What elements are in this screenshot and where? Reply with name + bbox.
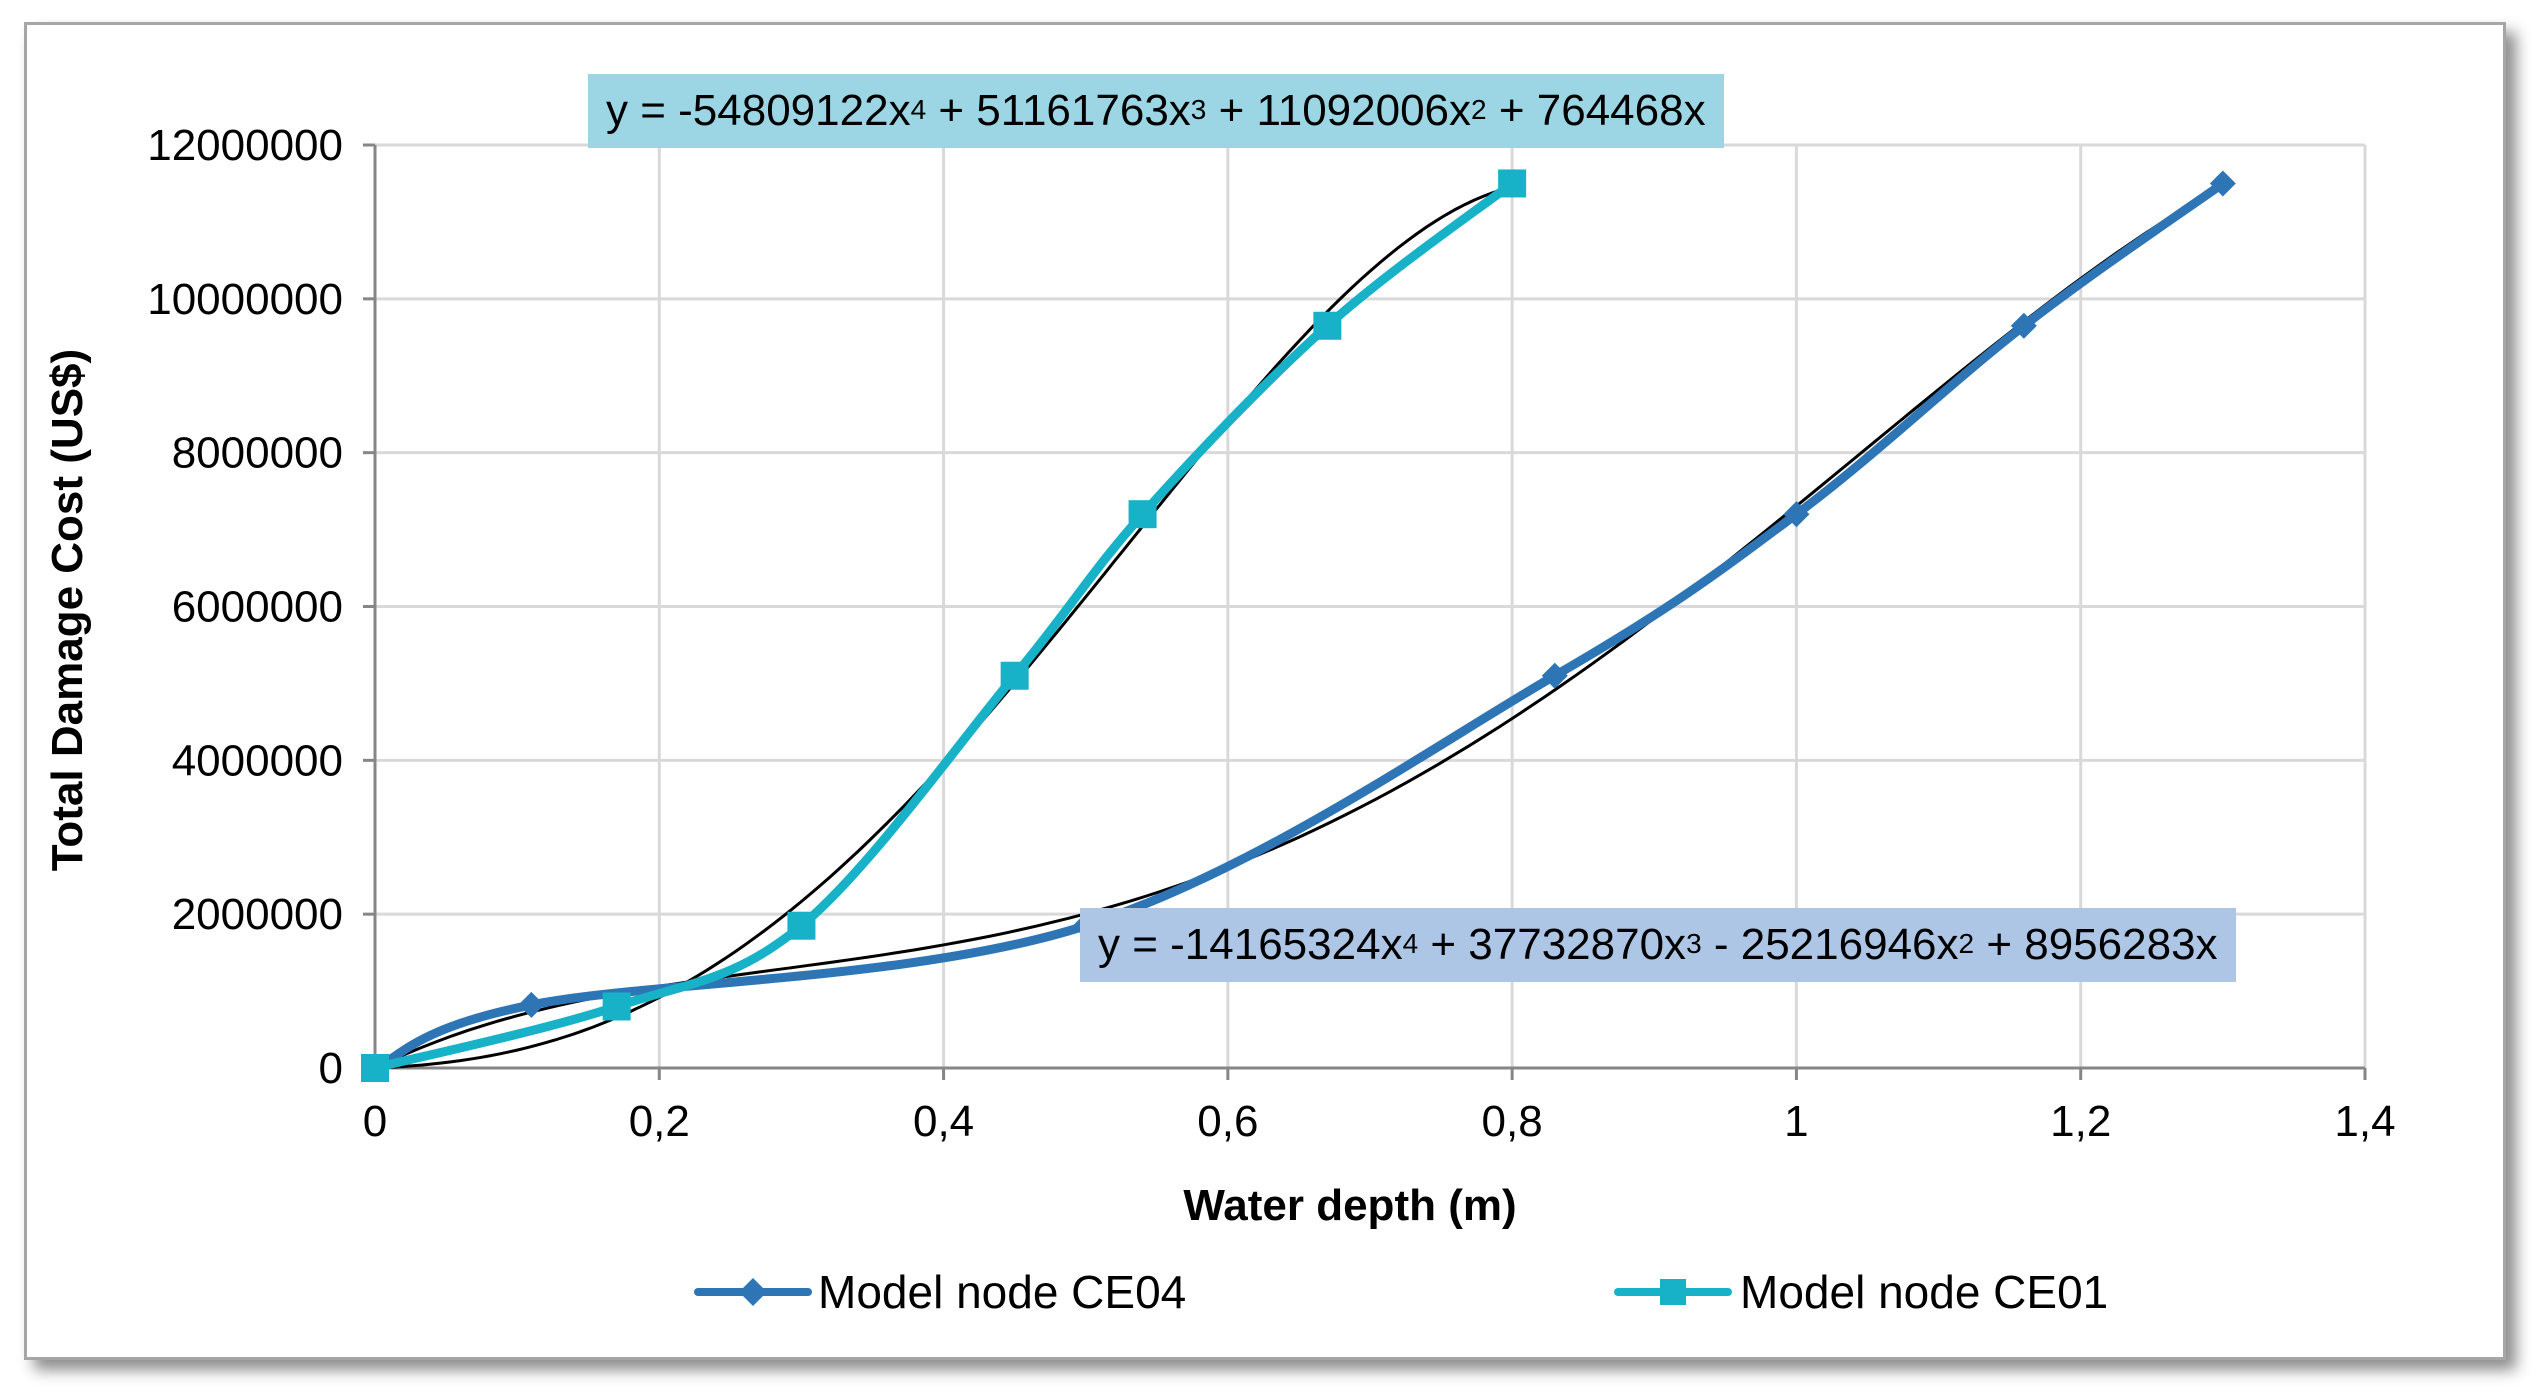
- data-point-model-node-ce04: [1541, 662, 1568, 689]
- data-point-model-node-ce01: [787, 911, 816, 940]
- data-point-model-node-ce01: [1128, 500, 1157, 529]
- x-tick-label: 0,6: [1197, 1097, 1258, 1146]
- legend-item-ce04: Model node CE04: [694, 1266, 1186, 1318]
- data-point-model-node-ce04: [2010, 312, 2037, 339]
- data-point-model-node-ce04: [518, 991, 545, 1018]
- legend: Model node CE04 Model node CE01: [694, 1266, 2108, 1318]
- legend-label-ce01: Model node CE01: [1740, 1266, 2108, 1318]
- y-tick-label: 12000000: [147, 121, 343, 170]
- x-tick-label: 0: [363, 1097, 387, 1146]
- legend-marker-ce04: [739, 1278, 767, 1306]
- data-point-model-node-ce01: [1498, 169, 1527, 198]
- y-axis-title: Total Damage Cost (US$): [43, 349, 92, 871]
- x-tick-label: 1,4: [2334, 1097, 2395, 1146]
- legend-label-ce04: Model node CE04: [818, 1266, 1186, 1318]
- y-tick-label: 6000000: [172, 583, 343, 632]
- x-tick-label: 1,2: [2050, 1097, 2111, 1146]
- y-tick-label: 4000000: [172, 736, 343, 785]
- legend-marker-ce01: [1660, 1279, 1686, 1305]
- data-point-model-node-ce04: [1783, 501, 1810, 528]
- x-axis-title: Water depth (m): [1183, 1181, 1516, 1230]
- y-tick-label: 0: [319, 1044, 343, 1093]
- data-point-model-node-ce01: [1000, 661, 1029, 690]
- y-tick-label: 2000000: [172, 890, 343, 939]
- tick-labels: 0 0,2 0,4 0,6 0,8 1 1,2 1,4 0 2000000 4000000 60000…: [147, 121, 2395, 1146]
- series: [361, 169, 2236, 1082]
- data-point-model-node-ce01: [602, 992, 631, 1021]
- x-tick-label: 0,2: [629, 1097, 690, 1146]
- x-tick-label: 1: [1784, 1097, 1808, 1146]
- series-line-model-node-ce04: [370, 179, 2228, 1073]
- y-tick-label: 10000000: [147, 275, 343, 324]
- y-tick-label: 8000000: [172, 429, 343, 478]
- x-tick-label: 0,8: [1482, 1097, 1543, 1146]
- chart-frame: [24, 22, 2506, 1360]
- data-point-model-node-ce01: [1313, 311, 1342, 340]
- legend-item-ce01: Model node CE01: [1614, 1266, 2108, 1318]
- trendline-equation-ce01: y = -54809122x4 + 51161763x3 + 11092006x…: [588, 74, 1724, 148]
- data-point-model-node-ce04: [2209, 170, 2236, 197]
- trendline-equation-ce04: y = -14165324x4 + 37732870x3 - 25216946x…: [1080, 908, 2236, 982]
- x-tick-label: 0,4: [913, 1097, 974, 1146]
- data-point-model-node-ce01: [361, 1054, 389, 1082]
